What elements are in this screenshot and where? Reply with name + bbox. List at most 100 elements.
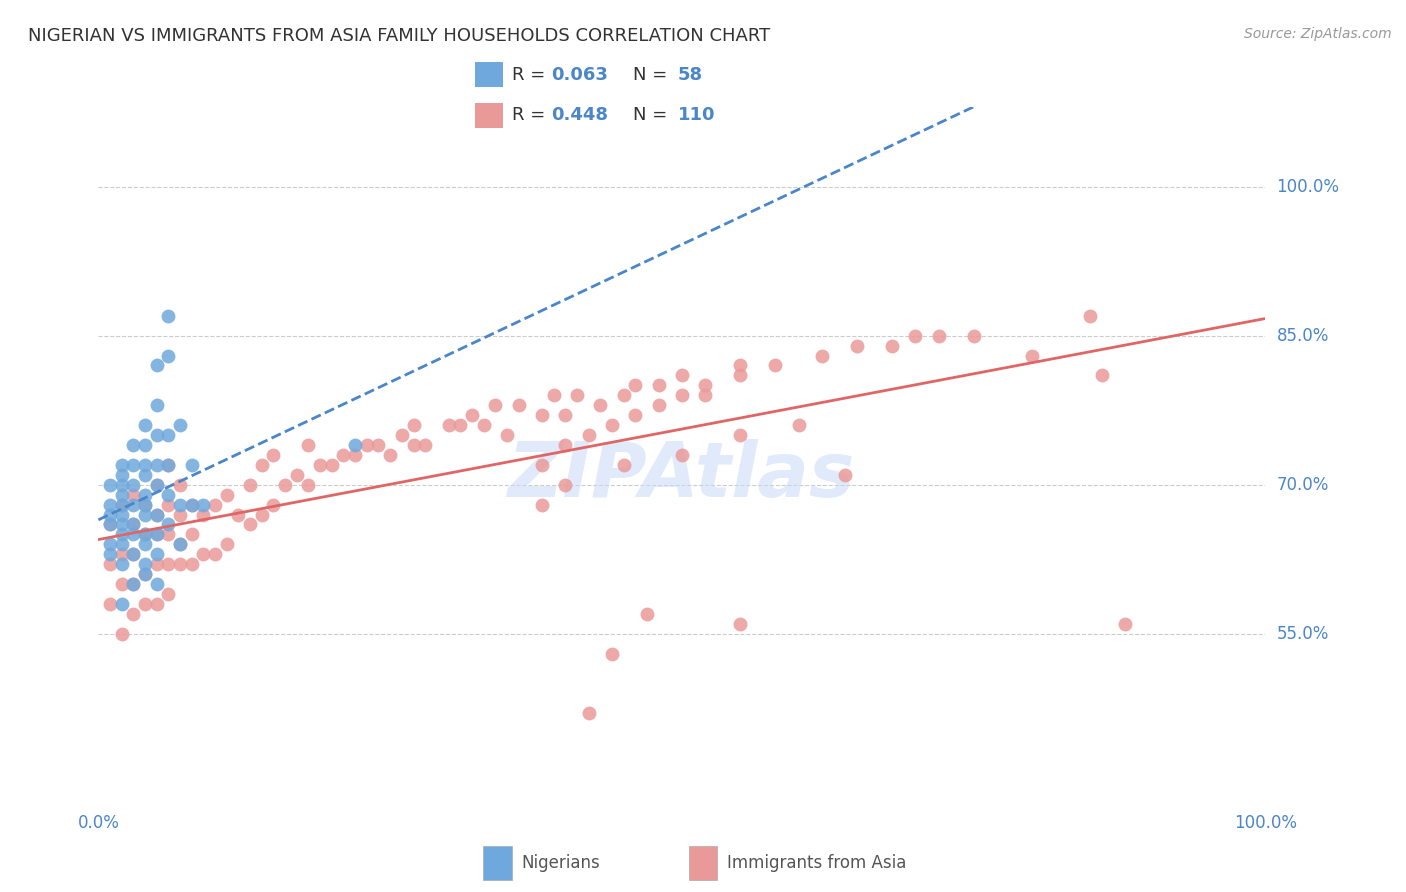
Point bbox=[111, 498, 134, 512]
Point bbox=[146, 558, 169, 572]
Point bbox=[530, 408, 553, 422]
Point bbox=[763, 359, 786, 373]
Point bbox=[344, 448, 367, 462]
Point bbox=[262, 498, 284, 512]
Text: 85.0%: 85.0% bbox=[1277, 326, 1329, 344]
Point bbox=[554, 438, 576, 452]
Text: Nigerians: Nigerians bbox=[522, 854, 600, 872]
Point bbox=[402, 418, 425, 433]
Point bbox=[134, 527, 156, 541]
Point bbox=[157, 498, 180, 512]
Point bbox=[146, 508, 169, 522]
Point bbox=[309, 458, 332, 472]
Point bbox=[111, 597, 134, 611]
Point bbox=[98, 517, 121, 532]
Point bbox=[612, 458, 634, 472]
Point bbox=[134, 508, 156, 522]
Point bbox=[904, 328, 927, 343]
Point bbox=[111, 547, 134, 561]
Point bbox=[122, 527, 145, 541]
Point bbox=[111, 477, 134, 491]
Text: 110: 110 bbox=[678, 106, 716, 124]
Point bbox=[413, 438, 436, 452]
Point bbox=[928, 328, 950, 343]
Point bbox=[262, 448, 284, 462]
Point bbox=[530, 458, 553, 472]
Point bbox=[636, 607, 658, 621]
Point bbox=[98, 558, 121, 572]
Point bbox=[530, 498, 553, 512]
Point bbox=[122, 547, 145, 561]
Point bbox=[134, 458, 156, 472]
Point bbox=[274, 477, 297, 491]
Point bbox=[111, 508, 134, 522]
Point bbox=[146, 527, 169, 541]
Point bbox=[204, 547, 226, 561]
Point bbox=[169, 477, 191, 491]
Point bbox=[122, 517, 145, 532]
Point bbox=[157, 458, 180, 472]
Text: 55.0%: 55.0% bbox=[1277, 624, 1329, 643]
Point bbox=[834, 467, 856, 482]
Point bbox=[391, 428, 413, 442]
Point bbox=[695, 378, 717, 392]
Point bbox=[285, 467, 308, 482]
Point bbox=[461, 408, 484, 422]
Point bbox=[612, 388, 634, 402]
Point bbox=[1080, 309, 1102, 323]
Point bbox=[437, 418, 460, 433]
Point bbox=[378, 448, 402, 462]
Point bbox=[169, 498, 191, 512]
Point bbox=[157, 349, 180, 363]
Text: ZIPAtlas: ZIPAtlas bbox=[508, 439, 856, 513]
Text: 100.0%: 100.0% bbox=[1277, 178, 1340, 195]
Point bbox=[402, 438, 425, 452]
Point bbox=[624, 378, 647, 392]
Point bbox=[332, 448, 354, 462]
Point bbox=[122, 498, 145, 512]
Point bbox=[1021, 349, 1043, 363]
Point bbox=[122, 547, 145, 561]
Text: R =: R = bbox=[512, 106, 551, 124]
Point bbox=[111, 517, 134, 532]
Point bbox=[98, 517, 121, 532]
Point bbox=[695, 388, 717, 402]
Point bbox=[146, 428, 169, 442]
Bar bbox=[484, 846, 512, 880]
Point bbox=[134, 558, 156, 572]
Point bbox=[146, 398, 169, 412]
Point bbox=[671, 368, 693, 383]
Point bbox=[730, 428, 752, 442]
Point bbox=[600, 647, 623, 661]
Point bbox=[134, 498, 156, 512]
Point bbox=[134, 597, 156, 611]
Point bbox=[811, 349, 834, 363]
Point bbox=[472, 418, 495, 433]
Text: Immigrants from Asia: Immigrants from Asia bbox=[727, 854, 907, 872]
Point bbox=[297, 477, 319, 491]
Point bbox=[98, 477, 121, 491]
Point bbox=[543, 388, 565, 402]
Point bbox=[122, 577, 145, 591]
Point bbox=[250, 508, 273, 522]
Point bbox=[169, 558, 191, 572]
Point bbox=[1114, 616, 1136, 631]
Point bbox=[508, 398, 530, 412]
Point bbox=[321, 458, 343, 472]
Point bbox=[344, 438, 367, 452]
Point bbox=[111, 498, 134, 512]
Point bbox=[845, 338, 868, 352]
Point bbox=[157, 587, 180, 601]
Point bbox=[157, 428, 180, 442]
Point bbox=[449, 418, 471, 433]
Point bbox=[671, 388, 693, 402]
Point bbox=[169, 537, 191, 551]
Point bbox=[554, 408, 576, 422]
Point bbox=[367, 438, 389, 452]
Point bbox=[215, 488, 238, 502]
Point bbox=[146, 508, 169, 522]
Point bbox=[122, 577, 145, 591]
Point bbox=[180, 527, 202, 541]
Point bbox=[356, 438, 378, 452]
Point bbox=[193, 508, 215, 522]
